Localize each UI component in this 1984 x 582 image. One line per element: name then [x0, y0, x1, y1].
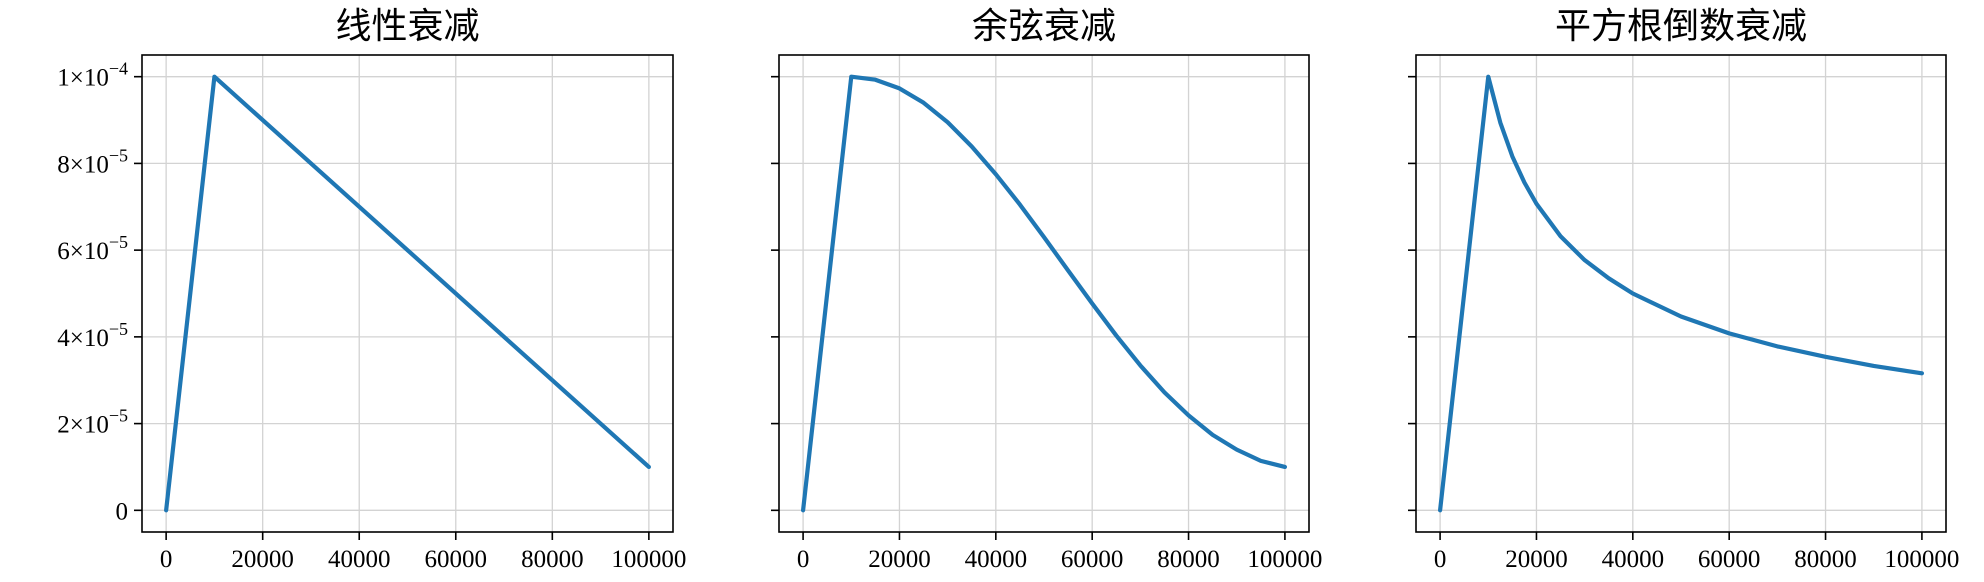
- y-tick-label: 4×10−5: [57, 319, 128, 352]
- x-tick-label: 20000: [1505, 546, 1568, 573]
- subplot-title: 余弦衰减: [972, 6, 1116, 47]
- subplot-3: 0 20000 40000 60000 80000 100000 平方根倒数衰减: [1408, 6, 1959, 573]
- y-tick-label: 8×10−5: [57, 145, 128, 178]
- x-tick-label: 40000: [965, 546, 1028, 573]
- x-tick-label: 80000: [1794, 546, 1857, 573]
- x-tick-label: 100000: [1247, 546, 1322, 573]
- y-tick-label: 1×10−4: [57, 59, 128, 92]
- y-tick-label: 0: [116, 498, 129, 525]
- x-tick-label: 20000: [231, 546, 294, 573]
- x-tick-label: 40000: [1602, 546, 1665, 573]
- series-line: [164, 74, 651, 513]
- x-tick-label: 80000: [521, 546, 584, 573]
- x-tick-label: 60000: [1061, 546, 1124, 573]
- subplot-title: 平方根倒数衰减: [1555, 6, 1807, 47]
- x-tick-label: 100000: [611, 546, 686, 573]
- axes-frame: [778, 54, 1310, 533]
- x-tick-label: 40000: [328, 546, 391, 573]
- x-tick-label: 60000: [425, 546, 488, 573]
- x-tick-label: 0: [160, 546, 173, 573]
- y-tick-label: 6×10−5: [57, 232, 128, 265]
- subplot-2: 0 20000 40000 60000 80000 100000 余弦衰减: [771, 6, 1322, 573]
- series-line: [1437, 74, 1925, 513]
- axes-frame: [1415, 54, 1947, 533]
- x-tick-label: 0: [1434, 546, 1447, 573]
- x-tick-label: 60000: [1698, 546, 1761, 573]
- axes-frame: [141, 54, 674, 533]
- y-tick-label: 2×10−5: [57, 406, 128, 439]
- x-tick-label: 80000: [1157, 546, 1220, 573]
- x-tick-label: 0: [797, 546, 810, 573]
- x-tick-label: 100000: [1884, 546, 1959, 573]
- subplot-title: 线性衰减: [335, 6, 479, 47]
- x-tick-label: 20000: [868, 546, 931, 573]
- series-line: [800, 74, 1288, 513]
- subplot-1: 0 20000 40000 60000 80000 100000 0 2×10−5 4×10−5…: [57, 6, 686, 573]
